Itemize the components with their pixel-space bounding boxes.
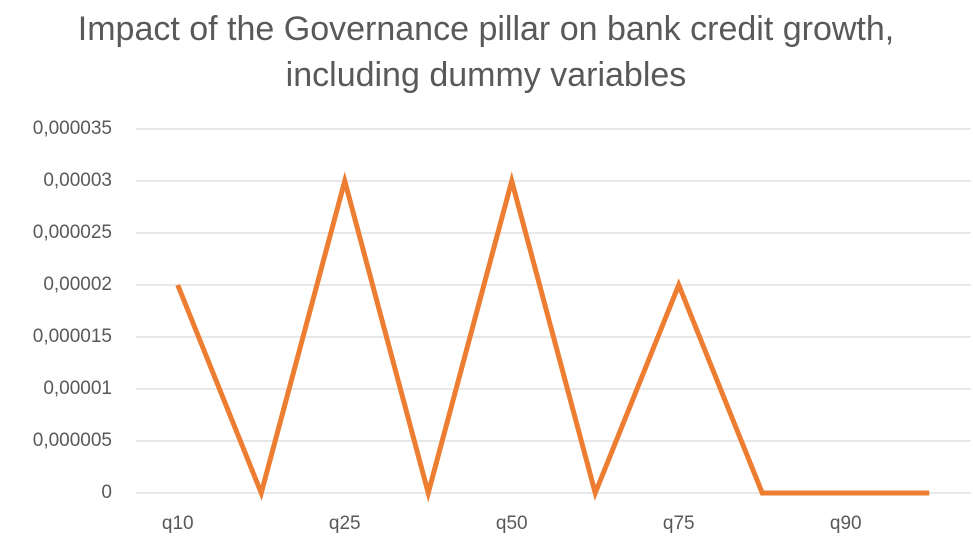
y-tick-label: 0,00003 [43,170,112,191]
series-line [175,171,930,503]
x-tick-label: q25 [329,513,361,534]
chart-title: Impact of the Governance pillar on bank … [77,10,895,94]
y-tick-label: 0,000005 [33,430,112,451]
y-tick-label: 0,000025 [33,222,112,243]
y-tick-label: 0,00002 [43,274,112,295]
x-tick-label: q10 [162,513,194,534]
y-tick-label: 0,000015 [33,326,112,347]
y-tick-label: 0 [101,482,112,503]
x-tick-label: q50 [496,513,528,534]
y-tick-label: 0,00001 [43,378,112,399]
y-tick-label: 0,000035 [33,118,112,139]
x-tick-label: q90 [830,513,862,534]
x-tick-label: q75 [663,513,695,534]
